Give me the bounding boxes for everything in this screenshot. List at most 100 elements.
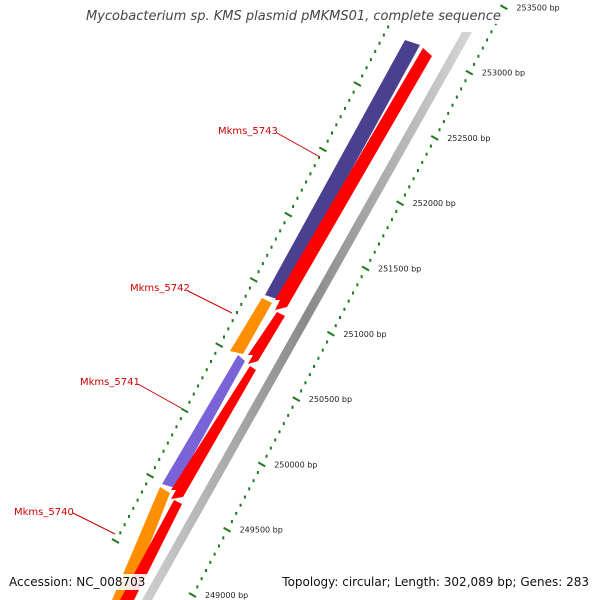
accession-text: Accession: NC_008703 [6, 574, 149, 590]
minor-tick [235, 311, 238, 315]
minor-tick [473, 62, 476, 66]
minor-tick [239, 503, 242, 507]
minor-tick [200, 577, 203, 581]
minor-tick [279, 229, 282, 233]
minor-tick [321, 348, 324, 352]
feature-orange-1[interactable] [230, 298, 272, 354]
minor-tick [270, 245, 273, 249]
minor-tick [339, 315, 342, 319]
map-title: Mycobacterium sp. KMS plasmid pMKMS01, c… [84, 9, 503, 24]
minor-tick [278, 430, 281, 434]
tick-label: 252500 bp [447, 134, 490, 143]
minor-tick [188, 400, 191, 404]
minor-tick [214, 351, 217, 355]
minor-tick [158, 457, 161, 461]
minor-tick [373, 250, 376, 254]
minor-tick [313, 164, 316, 168]
minor-tick [395, 209, 398, 213]
minor-tick [282, 422, 285, 426]
major-tick [284, 211, 293, 218]
minor-tick [153, 466, 156, 470]
minor-tick [201, 376, 204, 380]
minor-tick [296, 196, 299, 200]
minor-tick [222, 536, 225, 540]
minor-tick [386, 226, 389, 230]
minor-tick [256, 471, 259, 475]
minor-tick [213, 552, 216, 556]
feature-red-2[interactable] [248, 312, 285, 364]
minor-tick [223, 335, 225, 339]
minor-tick [305, 180, 308, 184]
minor-tick [119, 531, 122, 535]
minor-tick [145, 482, 148, 486]
gene-label-mkms-5743: Mkms_5743 [218, 126, 278, 137]
minor-tick [300, 188, 303, 192]
minor-tick [343, 107, 346, 111]
minor-tick [451, 103, 454, 107]
minor-tick [231, 319, 234, 323]
minor-tick [347, 299, 350, 303]
minor-tick [369, 58, 372, 62]
minor-tick [252, 479, 255, 483]
inner-tick-track [111, 25, 390, 544]
minor-tick [205, 368, 208, 372]
minor-tick [481, 46, 484, 50]
minor-tick [335, 123, 338, 127]
minor-tick [192, 392, 195, 396]
major-tick [146, 472, 155, 479]
major-tick [353, 81, 362, 87]
minor-tick [309, 172, 312, 176]
minor-tick [317, 356, 320, 360]
minor-tick [197, 384, 200, 388]
minor-tick [348, 98, 351, 102]
minor-tick [127, 515, 130, 519]
minor-tick [356, 283, 359, 287]
minor-tick [477, 54, 480, 58]
minor-tick [274, 438, 277, 442]
minor-tick [382, 234, 385, 238]
minor-tick [361, 74, 364, 78]
minor-tick [244, 294, 247, 298]
feature-red-3[interactable] [171, 366, 256, 499]
tick-label: 251500 bp [378, 265, 421, 274]
minor-tick [352, 90, 355, 94]
tick-label: 250500 bp [309, 395, 352, 404]
major-tick [188, 592, 197, 598]
minor-tick [464, 79, 467, 83]
minor-tick [318, 155, 321, 159]
major-tick [249, 277, 258, 283]
minor-tick [240, 302, 243, 306]
minor-tick [382, 33, 385, 37]
minor-tick [304, 381, 307, 385]
feature-purple-light[interactable] [162, 355, 245, 488]
tick-label: 253000 bp [482, 69, 525, 78]
minor-tick [265, 454, 268, 458]
tick-label: 251000 bp [343, 330, 386, 339]
minor-tick [326, 340, 329, 344]
minor-tick [334, 324, 337, 328]
gene-label-mkms-5742: Mkms_5742 [130, 283, 190, 294]
major-tick [430, 135, 439, 141]
minor-tick [369, 258, 372, 262]
minor-tick [360, 275, 363, 279]
minor-tick [429, 144, 432, 148]
major-tick [326, 330, 335, 337]
major-tick [223, 526, 232, 533]
tick-label: 249000 bp [205, 591, 248, 600]
tick-label: 250000 bp [274, 460, 317, 469]
minor-tick [412, 177, 415, 181]
feature-red-1[interactable] [275, 48, 432, 310]
minor-tick [300, 389, 303, 393]
minor-tick [486, 38, 489, 42]
feature-orange-2[interactable] [112, 487, 170, 600]
minor-tick [248, 286, 251, 290]
minor-tick [313, 364, 316, 368]
minor-tick [339, 115, 342, 119]
minor-tick [403, 193, 406, 197]
minor-tick [343, 307, 346, 311]
minor-tick [425, 152, 428, 156]
feature-purple-dark[interactable] [265, 40, 420, 300]
minor-tick [292, 204, 295, 208]
minor-tick [291, 405, 294, 409]
